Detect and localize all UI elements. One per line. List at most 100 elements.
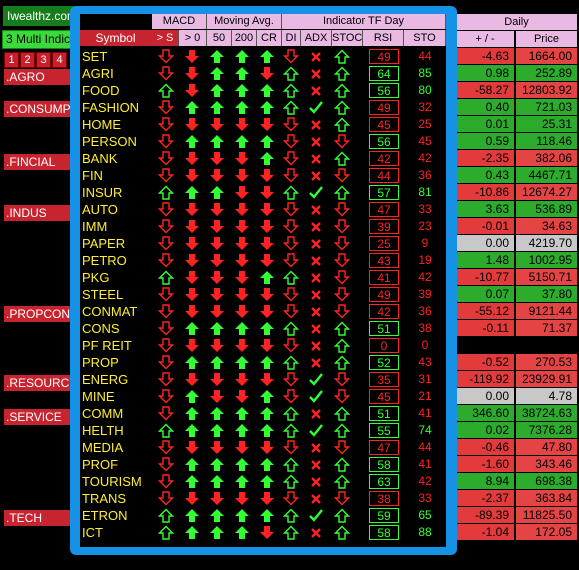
- table-row[interactable]: PETRO 43 19: [80, 252, 446, 269]
- table-row[interactable]: ENERG 35 31: [80, 371, 446, 388]
- sector-label[interactable]: .INDUS: [4, 205, 72, 221]
- symbol-name[interactable]: PF REIT: [82, 338, 132, 353]
- sector-label[interactable]: .FINCIAL: [4, 154, 72, 170]
- table-row[interactable]: FIN 44 36: [80, 167, 446, 184]
- cross-icon: [308, 219, 324, 234]
- table-row[interactable]: PF REIT 0 0: [80, 337, 446, 354]
- symbol-name[interactable]: INSUR: [82, 185, 123, 200]
- up-arrow-icon: [234, 474, 250, 489]
- symbol-name[interactable]: BANK: [82, 151, 118, 166]
- table-row[interactable]: SET 49 44: [80, 48, 446, 65]
- symbol-name[interactable]: AUTO: [82, 202, 118, 217]
- symbol-name[interactable]: HOME: [82, 117, 121, 132]
- sto-value: 42: [418, 474, 432, 488]
- sto-value: 39: [418, 287, 432, 301]
- down-outline-arrow-icon: [333, 253, 351, 268]
- up-outline-arrow-icon: [282, 185, 300, 200]
- symbol-name[interactable]: MEDIA: [82, 440, 124, 455]
- table-row[interactable]: HELTH 55 74: [80, 422, 446, 439]
- table-row[interactable]: CONS 51 38: [80, 320, 446, 337]
- down-arrow-icon: [259, 185, 275, 200]
- up-outline-arrow-icon: [333, 525, 351, 540]
- change-value: -10.77: [456, 269, 514, 285]
- down-outline-arrow-icon: [282, 49, 300, 64]
- table-row[interactable]: AUTO 47 33: [80, 201, 446, 218]
- symbol-name[interactable]: PROP: [82, 355, 119, 370]
- rsi-value: 25: [369, 236, 399, 251]
- table-row[interactable]: HOME 45 25: [80, 116, 446, 133]
- table-row[interactable]: PROF 58 41: [80, 456, 446, 473]
- sector-label[interactable]: .CONSUMP: [4, 101, 72, 117]
- symbol-name[interactable]: TOURISM: [82, 474, 142, 489]
- table-row[interactable]: COMM 51 41: [80, 405, 446, 422]
- change-value: -0.52: [456, 354, 514, 370]
- symbol-name[interactable]: MINE: [82, 389, 115, 404]
- symbol-name[interactable]: PKG: [82, 270, 110, 285]
- price-value: 5150.71: [516, 269, 577, 285]
- table-row[interactable]: BANK 42 42: [80, 150, 446, 167]
- sector-label[interactable]: .SERVICE: [4, 409, 72, 425]
- table-row[interactable]: AGRI 64 85: [80, 65, 446, 82]
- symbol-name[interactable]: ICT: [82, 525, 103, 540]
- symbol-name[interactable]: PETRO: [82, 253, 127, 268]
- symbol-name[interactable]: FASHION: [82, 100, 140, 115]
- page-button-3[interactable]: 3: [36, 52, 51, 68]
- sector-label[interactable]: .PROPCON: [4, 306, 72, 322]
- symbol-name[interactable]: PAPER: [82, 236, 126, 251]
- table-row[interactable]: PAPER 25 9: [80, 235, 446, 252]
- page-button-2[interactable]: 2: [20, 52, 35, 68]
- table-row[interactable]: PERSON 56 45: [80, 133, 446, 150]
- symbol-name[interactable]: AGRI: [82, 66, 114, 81]
- down-outline-arrow-icon: [157, 474, 175, 489]
- symbol-name[interactable]: COMM: [82, 406, 124, 421]
- table-row[interactable]: FOOD 56 80: [80, 82, 446, 99]
- up-outline-arrow-icon: [157, 508, 175, 523]
- sector-label[interactable]: .RESOURC: [4, 375, 72, 391]
- check-icon: [308, 389, 324, 404]
- symbol-name[interactable]: ENERG: [82, 372, 129, 387]
- table-row[interactable]: IMM 39 23: [80, 218, 446, 235]
- down-arrow-icon: [184, 287, 200, 302]
- table-row[interactable]: MEDIA 47 44: [80, 439, 446, 456]
- sector-label[interactable]: .TECH: [4, 510, 72, 526]
- down-arrow-icon: [184, 253, 200, 268]
- change-value: -0.01: [456, 218, 514, 234]
- table-row[interactable]: MINE 45 21: [80, 388, 446, 405]
- symbol-name[interactable]: FOOD: [82, 83, 120, 98]
- sector-label[interactable]: .AGRO: [4, 69, 72, 85]
- symbol-name[interactable]: SET: [82, 49, 108, 64]
- down-outline-arrow-icon: [282, 168, 300, 183]
- down-arrow-icon: [234, 338, 250, 353]
- price-value: 4219.70: [516, 235, 577, 251]
- table-row[interactable]: ICT 58 88: [80, 524, 446, 541]
- table-row[interactable]: PKG 41 42: [80, 269, 446, 286]
- table-row[interactable]: CONMAT 42 36: [80, 303, 446, 320]
- symbol-name[interactable]: FIN: [82, 168, 103, 183]
- down-outline-arrow-icon: [333, 287, 351, 302]
- multi-indicator-tab[interactable]: 3 Multi Indicator: [2, 30, 79, 49]
- symbol-name[interactable]: TRANS: [82, 491, 127, 506]
- price-value: 23929.91: [516, 371, 577, 387]
- symbol-name[interactable]: ETRON: [82, 508, 128, 523]
- symbol-name[interactable]: CONS: [82, 321, 120, 336]
- symbol-name[interactable]: IMM: [82, 219, 108, 234]
- symbol-name[interactable]: CONMAT: [82, 304, 138, 319]
- rsi-value: 56: [369, 83, 399, 98]
- table-row[interactable]: FASHION 49 32: [80, 99, 446, 116]
- table-row[interactable]: STEEL 49 39: [80, 286, 446, 303]
- symbol-name[interactable]: PERSON: [82, 134, 137, 149]
- symbol-name[interactable]: HELTH: [82, 423, 124, 438]
- up-arrow-icon: [209, 355, 225, 370]
- sto-value: 25: [418, 117, 432, 131]
- page-button-1[interactable]: 1: [4, 52, 19, 68]
- page-button-4[interactable]: 4: [52, 52, 67, 68]
- table-row[interactable]: TOURISM 63 42: [80, 473, 446, 490]
- table-row[interactable]: PROP 52 43: [80, 354, 446, 371]
- table-row[interactable]: TRANS 38 33: [80, 490, 446, 507]
- down-outline-arrow-icon: [282, 134, 300, 149]
- table-row[interactable]: INSUR 57 81: [80, 184, 446, 201]
- symbol-name[interactable]: STEEL: [82, 287, 124, 302]
- rsi-value: 38: [369, 491, 399, 506]
- symbol-name[interactable]: PROF: [82, 457, 119, 472]
- table-row[interactable]: ETRON 59 65: [80, 507, 446, 524]
